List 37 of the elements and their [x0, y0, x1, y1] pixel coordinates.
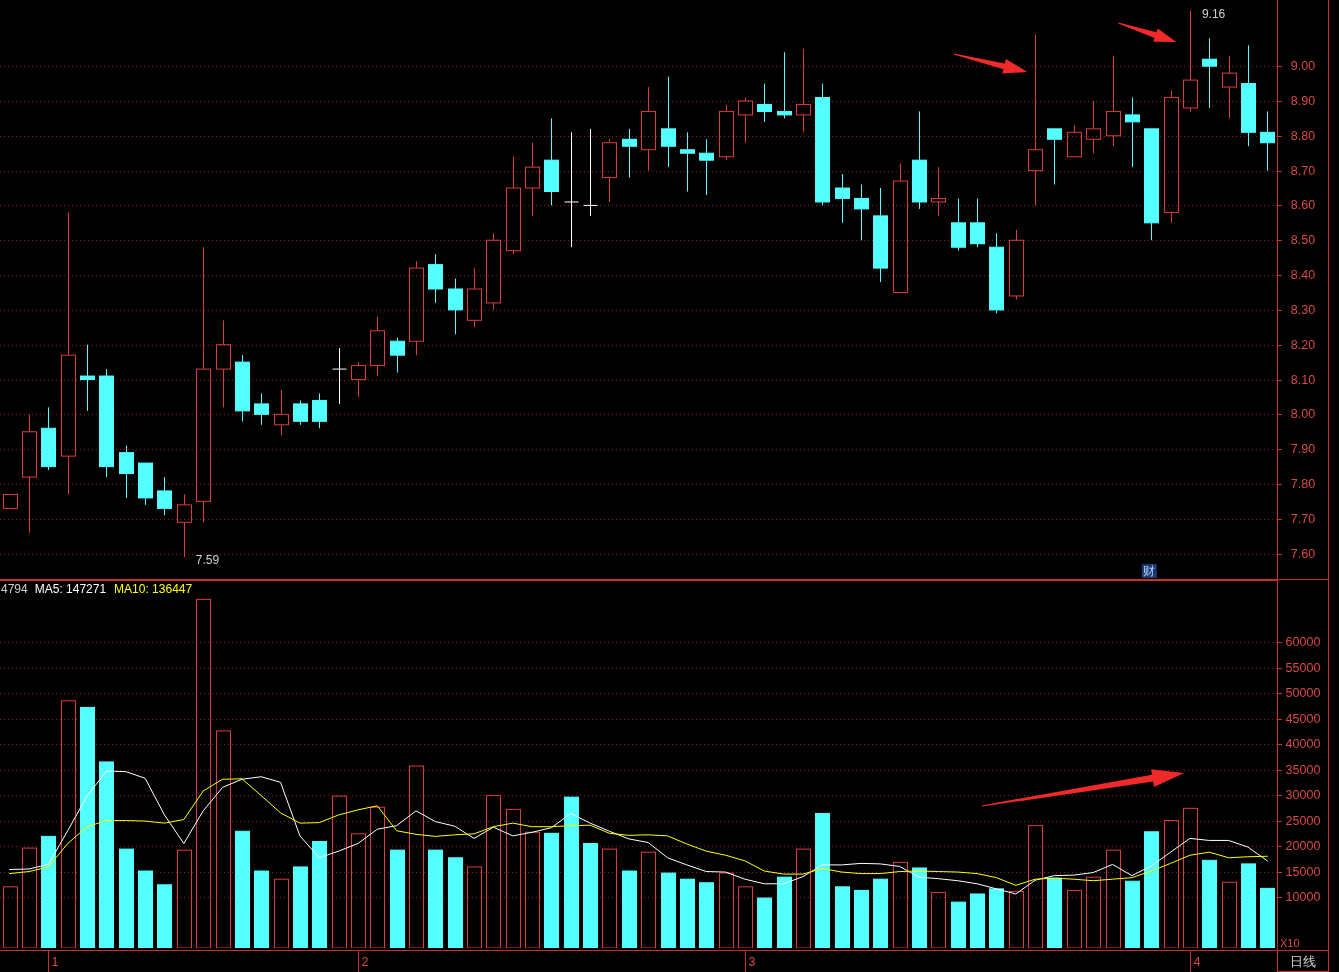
legend-item: MA10: 136447 — [114, 582, 193, 596]
annotation: X10 — [1280, 937, 1300, 949]
annotation: 7.59 — [195, 553, 220, 568]
y-tick-label: 8.60 — [1290, 198, 1316, 213]
y-tick-label: 8.70 — [1290, 163, 1316, 178]
y-tick-label: 15000 — [1285, 864, 1321, 879]
x-tick-label: 2 — [361, 955, 369, 969]
y-tick-label: 25000 — [1285, 813, 1321, 828]
y-tick-label: 45000 — [1285, 711, 1321, 726]
y-tick-label: 7.80 — [1290, 477, 1316, 491]
y-tick-label: 30000 — [1285, 788, 1321, 803]
y-tick-label: 40000 — [1285, 737, 1321, 752]
x-tick-label: 4 — [1193, 955, 1201, 969]
y-tick-label: 60000 — [1285, 635, 1321, 650]
y-tick-label: 10000 — [1285, 890, 1321, 905]
y-tick-label: 8.50 — [1290, 233, 1316, 248]
y-tick-label: 8.80 — [1290, 128, 1316, 143]
annotation: 4794 — [1, 582, 28, 596]
x-tick-label: 1 — [51, 955, 59, 969]
y-tick-label: 8.30 — [1290, 302, 1316, 317]
y-tick-label: 8.40 — [1290, 268, 1316, 283]
y-tick-label: 20000 — [1285, 839, 1321, 854]
y-tick-label: 7.70 — [1290, 511, 1316, 526]
y-tick-label: 8.00 — [1290, 407, 1316, 422]
legend-item: MA5: 147271 — [34, 582, 107, 596]
y-tick-label: 9.00 — [1290, 59, 1316, 74]
y-tick-label: 8.20 — [1290, 337, 1316, 352]
annotation: 日线 — [1289, 953, 1316, 969]
annotation: 9.16 — [1201, 7, 1226, 22]
y-tick-label: 8.90 — [1290, 94, 1316, 108]
y-tick-label: 55000 — [1285, 660, 1321, 675]
y-tick-label: 8.10 — [1290, 372, 1316, 387]
y-tick-label: 7.90 — [1290, 442, 1316, 457]
y-tick-label: 50000 — [1285, 686, 1321, 701]
y-tick-label: 35000 — [1285, 762, 1321, 777]
y-tick-label: 7.60 — [1290, 546, 1316, 561]
x-tick-label: 3 — [748, 955, 756, 969]
